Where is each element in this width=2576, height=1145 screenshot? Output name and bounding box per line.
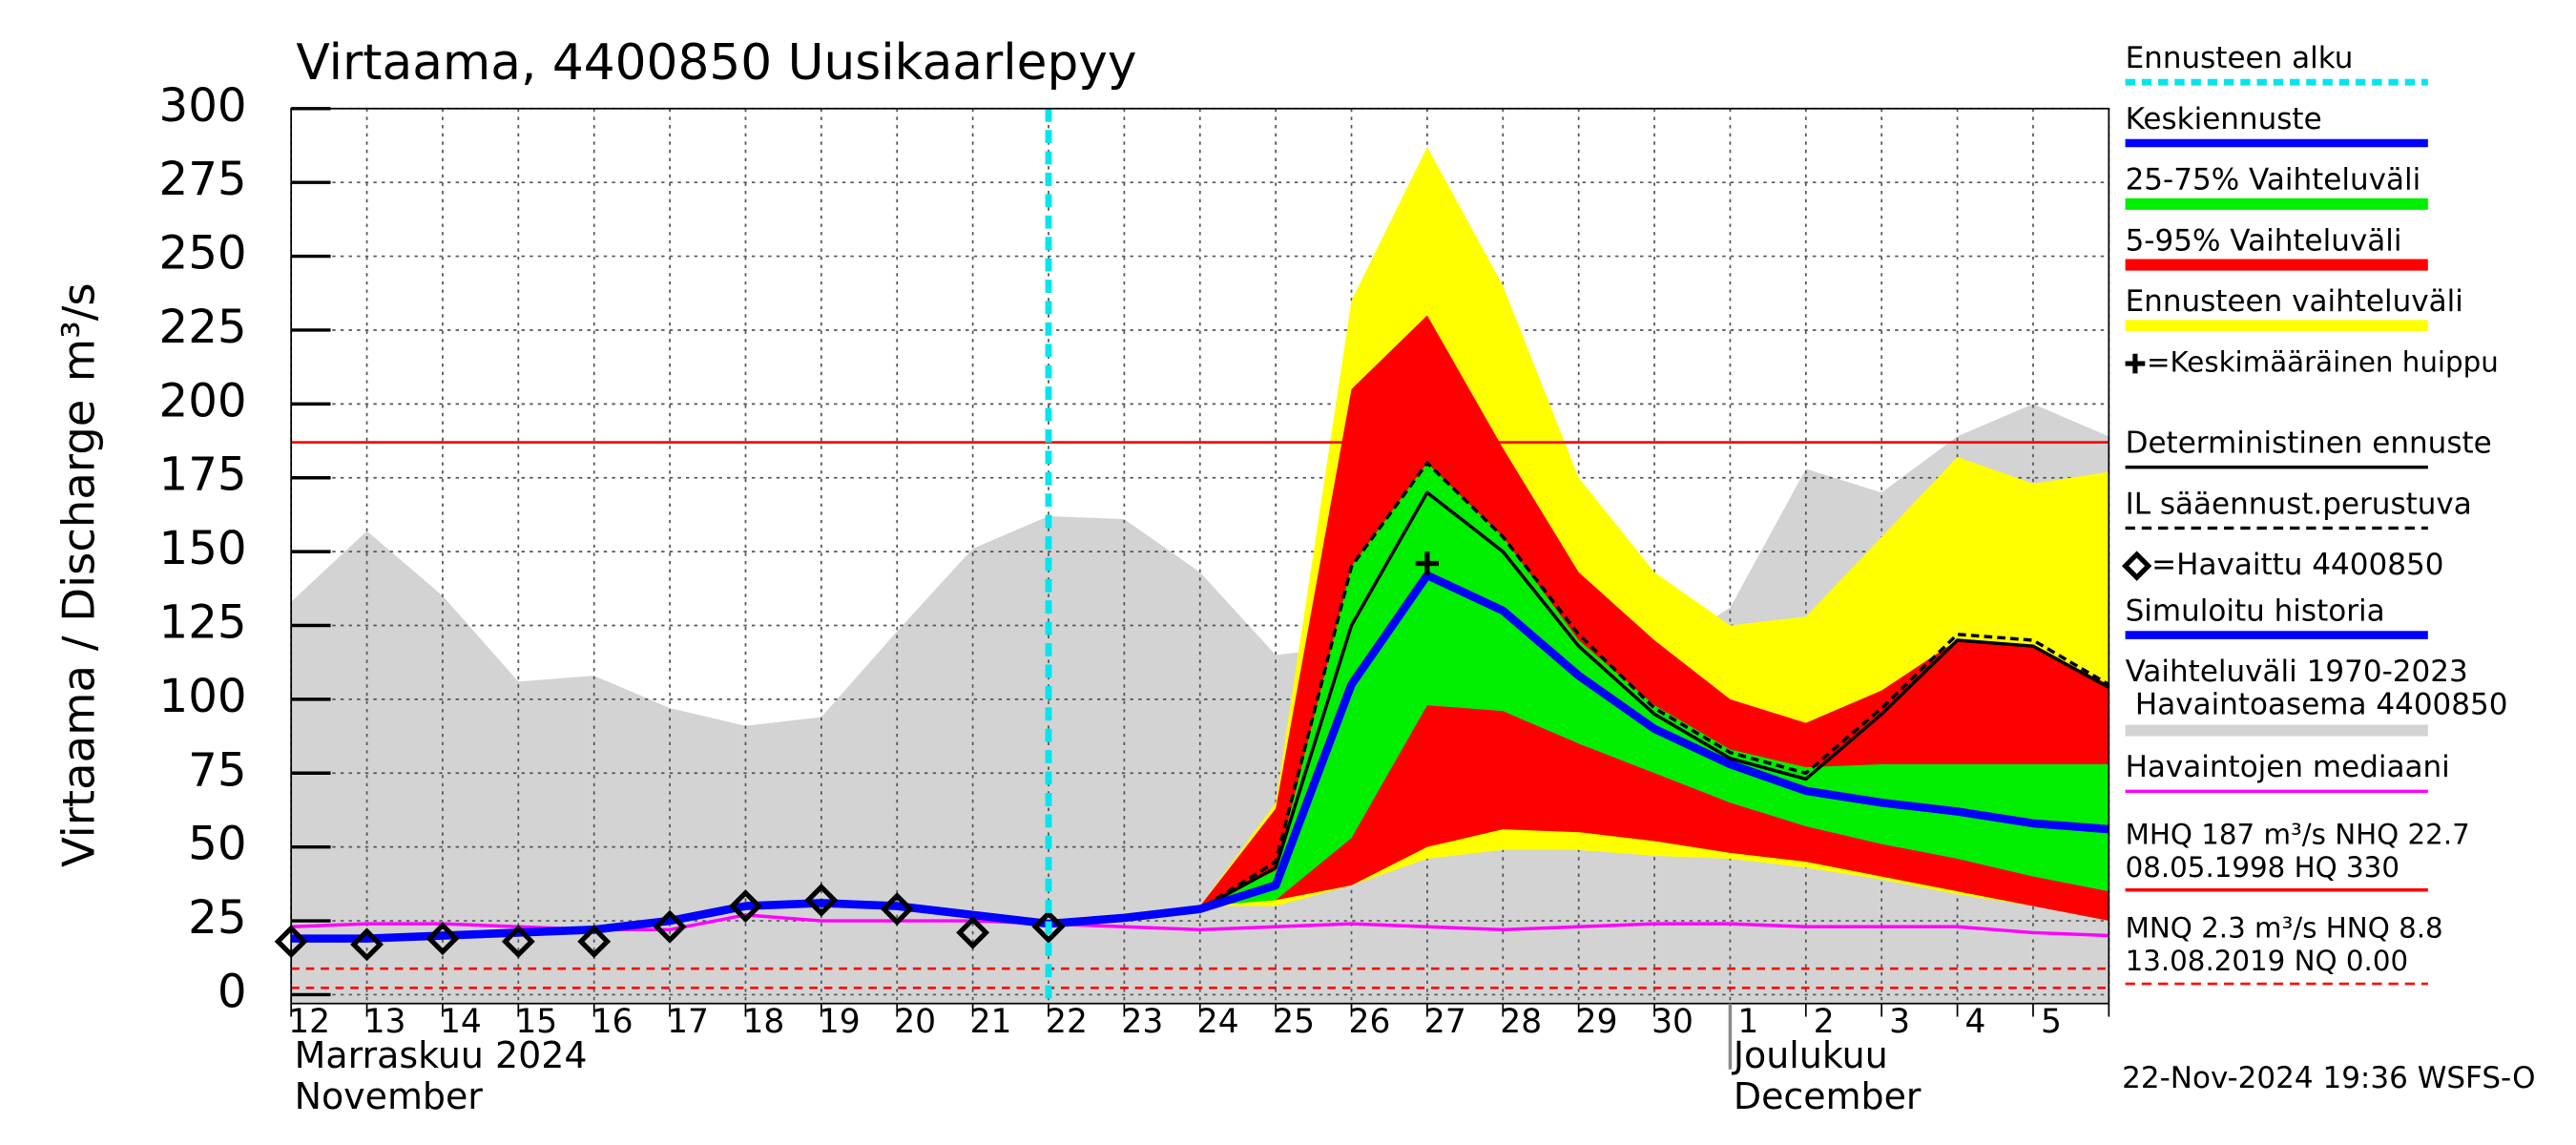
chart-title: Virtaama, 4400850 Uusikaarlepyy — [296, 34, 1136, 92]
legend-label: 25-75% Vaihteluväli — [2126, 163, 2421, 198]
x-tick-label: 12 — [288, 1003, 330, 1041]
month-label: December — [1734, 1075, 1922, 1117]
y-tick-label: 75 — [188, 743, 246, 797]
observed-marker — [501, 925, 535, 959]
x-tick-label: 18 — [742, 1003, 784, 1041]
legend-label: Havaintojen mediaani — [2126, 750, 2450, 784]
observed-marker — [426, 922, 460, 956]
observed-marker — [729, 889, 762, 924]
observed-marker — [880, 892, 914, 926]
series-line — [291, 899, 1049, 943]
y-tick-label: 175 — [158, 448, 246, 502]
legend-label: Deterministinen ennuste — [2126, 427, 2492, 461]
observed-marker — [804, 883, 839, 917]
x-tick-label: 27 — [1424, 1003, 1466, 1041]
legend-label: 5-95% Vaihteluväli — [2126, 223, 2402, 258]
peak-marker — [1415, 552, 1439, 575]
y-tick-label: 100 — [158, 670, 246, 723]
x-tick-label: 28 — [1500, 1003, 1542, 1041]
x-tick-label: 20 — [894, 1003, 936, 1041]
x-tick-label: 29 — [1576, 1003, 1618, 1041]
x-tick-label: 1 — [1737, 1003, 1758, 1041]
x-tick-label: 16 — [592, 1003, 634, 1041]
y-axis-label: Virtaama / Discharge — [53, 400, 105, 867]
x-tick-label: 2 — [1814, 1003, 1835, 1041]
y-tick-label: 250 — [158, 227, 246, 281]
y-tick-label: 50 — [188, 818, 246, 871]
y-tick-label: 0 — [218, 965, 247, 1018]
y-tick-label: 150 — [158, 522, 246, 575]
x-tick-label: 14 — [440, 1003, 482, 1041]
y-tick-label: 125 — [158, 596, 246, 650]
observed-marker — [1031, 909, 1066, 944]
stats-label: 08.05.1998 HQ 330 — [2126, 851, 2399, 884]
series-line — [1048, 571, 2109, 928]
stats-label: MHQ 187 m³/s NHQ 22.7 — [2126, 818, 2470, 850]
y-tick-label: 200 — [158, 374, 246, 427]
series-line — [1048, 461, 2110, 926]
y-tick-label: 300 — [158, 79, 246, 133]
x-tick-label: 26 — [1349, 1003, 1391, 1041]
y-tick-label: 25 — [188, 891, 246, 945]
legend-label: =Keskimääräinen huippu — [2147, 346, 2499, 379]
y-tick-label: 275 — [158, 153, 246, 206]
x-tick-label: 19 — [819, 1003, 861, 1041]
y-axis-unit: m³/s — [53, 282, 105, 382]
observed-marker — [956, 915, 990, 949]
x-tick-label: 24 — [1197, 1003, 1239, 1041]
x-tick-label: 22 — [1046, 1003, 1088, 1041]
legend-label: Havaintoasema 4400850 — [2135, 688, 2508, 722]
x-tick-label: 30 — [1652, 1003, 1693, 1041]
x-tick-label: 4 — [1965, 1003, 1986, 1041]
x-tick-label: 23 — [1121, 1003, 1163, 1041]
legend-label: Simuloitu historia — [2126, 593, 2385, 628]
month-label: Joulukuu — [1732, 1034, 1888, 1076]
observed-marker — [577, 925, 612, 959]
observed-marker — [350, 927, 384, 962]
legend-label: Vaihteluväli 1970-2023 — [2126, 655, 2468, 689]
month-label: Marraskuu 2024 — [295, 1034, 588, 1076]
x-tick-label: 25 — [1273, 1003, 1315, 1041]
legend-label: Keskiennuste — [2126, 102, 2322, 136]
stats-label: 13.08.2019 NQ 0.00 — [2126, 945, 2409, 977]
stats-label: MNQ 2.3 m³/s HNQ 8.8 — [2126, 912, 2443, 945]
timestamp: 22-Nov-2024 19:36 WSFS-O — [2122, 1061, 2535, 1095]
x-tick-label: 5 — [2041, 1003, 2062, 1041]
x-tick-label: 17 — [667, 1003, 709, 1041]
month-label: November — [295, 1075, 484, 1117]
legend-marker — [2125, 353, 2146, 374]
observed-marker — [653, 909, 687, 944]
x-tick-label: 15 — [515, 1003, 557, 1041]
x-tick-label: 13 — [364, 1003, 406, 1041]
legend-label: Ennusteen alku — [2126, 41, 2354, 75]
series-line — [1048, 490, 2110, 926]
x-tick-label: 3 — [1889, 1003, 1910, 1041]
legend-label: IL sääennust.perustuva — [2126, 487, 2472, 521]
legend-label: =Havaittu 4400850 — [2151, 548, 2443, 582]
legend-marker — [2121, 551, 2152, 581]
x-tick-label: 21 — [970, 1003, 1012, 1041]
y-tick-label: 225 — [158, 301, 246, 354]
legend-label: Ennusteen vaihteluväli — [2126, 284, 2463, 319]
